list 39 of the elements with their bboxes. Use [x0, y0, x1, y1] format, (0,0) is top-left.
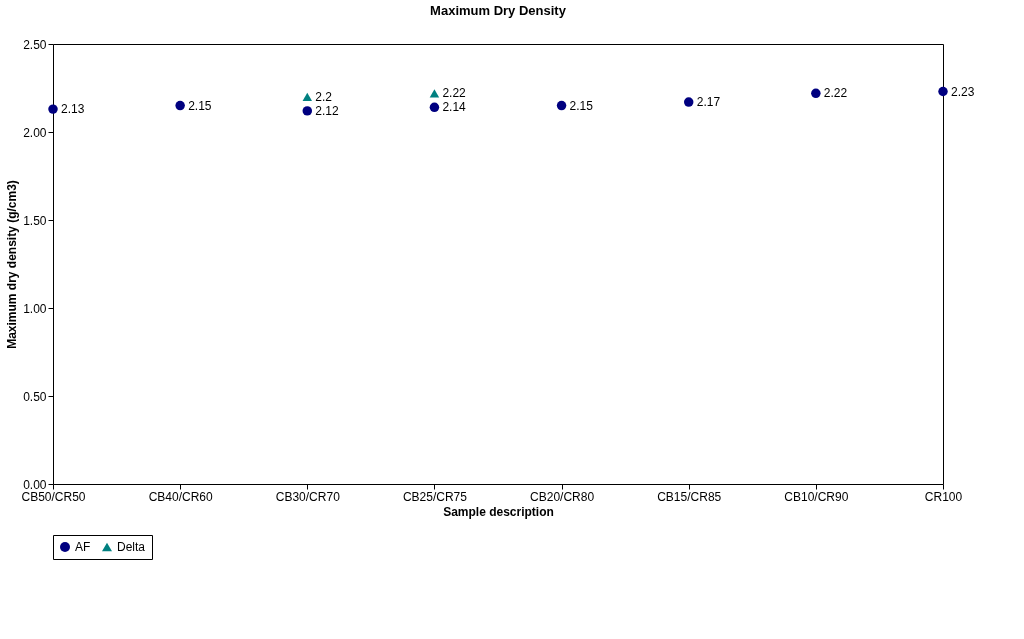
point	[429, 89, 440, 98]
point	[683, 97, 694, 107]
data-label: 2.13	[61, 102, 85, 117]
point	[556, 100, 567, 111]
legend-label: AF	[75, 540, 91, 554]
data-label: 2.14	[442, 100, 467, 115]
x-tick-label: CB30/CR70	[275, 489, 341, 504]
data-label: 2.15	[569, 98, 594, 113]
x-tick-label: CB50/CR50	[21, 489, 86, 504]
x-axis-title: Sample description	[443, 504, 554, 519]
y-tick-label: 1.00	[23, 301, 47, 316]
y-axis-title: Maximum dry density (g/cm3)	[5, 180, 20, 349]
data-label: 2.22	[442, 86, 467, 101]
point	[302, 106, 313, 116]
y-tick-label: 2.50	[23, 37, 47, 52]
point	[48, 104, 58, 114]
y-tick-label: 2.00	[23, 125, 47, 140]
y-tick-label: 0.50	[23, 389, 47, 404]
legend-label: Delta	[117, 540, 146, 554]
y-tick-label: 1.50	[23, 213, 47, 228]
data-label: 2.15	[188, 98, 212, 113]
data-label: 2.2	[315, 89, 333, 104]
point	[302, 92, 313, 101]
chart-title: Maximum Dry Density	[430, 3, 567, 18]
x-tick-label: CB10/CR90	[784, 489, 849, 504]
x-tick-label: CR100	[924, 489, 963, 504]
point	[175, 100, 185, 111]
x-tick-label: CB40/CR60	[148, 489, 213, 504]
point	[811, 88, 821, 99]
data-label: 2.12	[315, 103, 339, 118]
x-tick-label: CB20/CR80	[530, 489, 595, 504]
data-label: 2.22	[823, 86, 848, 101]
x-tick-label: CB15/CR85	[657, 489, 722, 504]
y-tick-label: 0.00	[23, 477, 47, 492]
point	[429, 102, 440, 113]
data-label: 2.23	[951, 84, 975, 99]
point	[938, 86, 948, 97]
data-label: 2.17	[696, 95, 721, 110]
x-tick-label: CB25/CR75	[402, 489, 468, 504]
